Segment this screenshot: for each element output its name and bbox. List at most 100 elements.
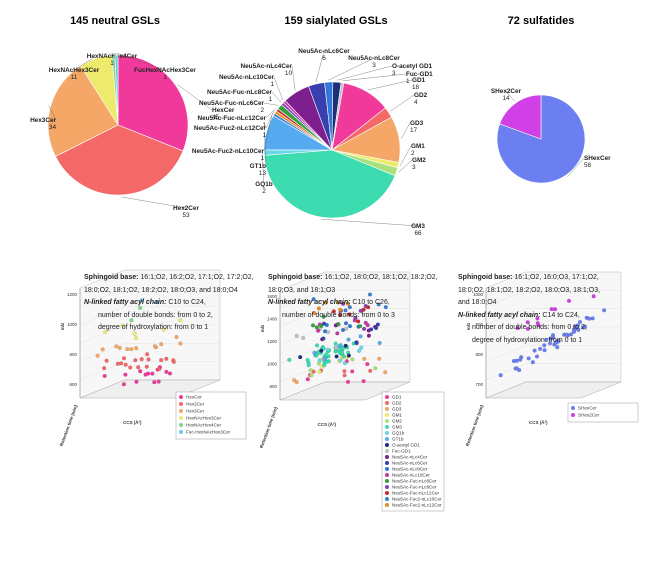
scatter-point-hexcer bbox=[152, 380, 157, 385]
scatter-point-gm2 bbox=[308, 368, 313, 373]
pie-leader-line bbox=[73, 56, 96, 71]
description-sialylated: Sphingoid base: 16:1;O2, 18:0;O2, 18:1;O… bbox=[268, 272, 446, 322]
legend-label-neu5ac-nlc8cer: Neu5Ac-nLc8Cer bbox=[392, 467, 428, 472]
pie-leader-line bbox=[505, 90, 515, 102]
pie-leader-line bbox=[265, 111, 274, 129]
scatter-point-hexnachex3cer bbox=[161, 327, 166, 332]
scatter3d-neutral: 1200 1000 800 600 m/z Retention time (min) CCS… bbox=[59, 269, 247, 447]
scatter3d-sialylated: 1600 1400 1200 1000 800 m/z Retention time (mi… bbox=[259, 271, 445, 512]
scatter-point-gd1 bbox=[305, 377, 310, 382]
pie-value-hexnachex4cer: 1 bbox=[110, 60, 114, 67]
scatter-point-gd1 bbox=[350, 369, 355, 374]
pie-label-gt1b: GT1b bbox=[250, 163, 266, 170]
scatter-point-neu5ac-fuc2-nlc12cer bbox=[312, 310, 317, 316]
legend-label-neu5ac-fuc2-nlc12cer: Neu5Ac-Fuc2-nLc12Cer bbox=[392, 503, 442, 508]
scatter-point-hexcer bbox=[102, 373, 107, 379]
scatter-point-neu5ac-fuc-nlc6cer bbox=[321, 314, 326, 319]
scatter-point-shexcer bbox=[498, 373, 503, 378]
scatter-point-hex3cer bbox=[125, 347, 130, 352]
acyl-label: N-linked fatty acyl chain: bbox=[458, 311, 541, 319]
pie-slice-gm3 bbox=[263, 149, 396, 219]
scatter-point-hexnachex4cer bbox=[129, 318, 134, 323]
sphingoid-label: Sphingoid base: bbox=[84, 274, 139, 281]
legend-label-neu5ac-nlc4cer: Neu5Ac-nLc4Cer bbox=[392, 455, 428, 460]
scatter-axis-title-mz: m/z bbox=[260, 324, 265, 332]
acyl-text: C10 to C26, bbox=[352, 299, 390, 306]
scatter-point-hex2cer bbox=[171, 359, 176, 364]
pie-leader-line bbox=[116, 52, 166, 71]
scatter-point-gd1 bbox=[365, 362, 370, 367]
scatter-point-shexcer bbox=[577, 319, 583, 325]
pie-value-gm1: 2 bbox=[411, 150, 415, 157]
scatter-point-gt1b bbox=[312, 350, 317, 355]
scatter-point-hex2cer bbox=[133, 358, 138, 363]
pie-value-hexnachex3cer: 11 bbox=[71, 74, 78, 81]
legend-label-fuc-hexnachex3cer: Fuc-HexNAcHex3Cer bbox=[186, 430, 231, 435]
legend-marker-gt1b bbox=[385, 437, 389, 441]
scatter-point-hexnachex3cer bbox=[134, 336, 139, 341]
scatter-point-gq1b bbox=[317, 358, 322, 363]
pie-leader-line bbox=[271, 91, 282, 103]
scatter-point-gd1 bbox=[345, 379, 351, 384]
pie-value-o-acetyl-gd1: 3 bbox=[392, 70, 396, 77]
scatter-point-hex2cer bbox=[159, 358, 164, 363]
legend-label-neu5ac-nlc10cer: Neu5Ac-nLc10Cer bbox=[392, 473, 430, 478]
scatter-point-neu5ac-fuc-nlc6cer bbox=[310, 323, 316, 328]
scatter-z-tick: 600 bbox=[69, 382, 77, 387]
scatter-point-shexcer bbox=[602, 308, 607, 313]
scatter-point-gm1 bbox=[317, 369, 322, 374]
legend-label-gt1b: GT1b bbox=[392, 437, 404, 442]
legend-marker-gm1 bbox=[385, 413, 389, 417]
pie-value-gd2: 4 bbox=[414, 99, 418, 106]
scatter-axis-title-mz: m/z bbox=[466, 322, 471, 330]
scatter-point-gq1b bbox=[359, 345, 364, 350]
pie-leader-line bbox=[177, 84, 213, 111]
scatter-point-neu5ac-nlc8cer bbox=[340, 327, 346, 333]
legend-label-hexcer: HexCer bbox=[186, 395, 202, 400]
pie-label-gm2: GM2 bbox=[412, 157, 426, 164]
scatter-point-hexcer bbox=[156, 379, 161, 384]
legend-label-hexnachex4cer: HexNAcHex4Cer bbox=[186, 423, 221, 428]
scatter-point-hex2cer bbox=[144, 364, 149, 369]
acyl-label: N-linked fatty acyl chain: bbox=[84, 299, 167, 306]
scatter-point-gm3 bbox=[341, 354, 346, 359]
legend-label-hexnachex3cer: HexNAcHex3Cer bbox=[186, 416, 221, 421]
pie-leader-line bbox=[315, 50, 325, 82]
pie-label-neu5ac-fuc2-nlc12cer: Neu5Ac-Fuc2-nLc12Cer bbox=[194, 125, 267, 132]
pie-leader-line bbox=[337, 65, 393, 81]
scatter-point-fuc-gd1 bbox=[301, 335, 306, 341]
pie-value-gd1: 18 bbox=[412, 84, 420, 91]
legend-marker-hex3cer bbox=[179, 409, 183, 413]
pie-label-fuc-gd1: Fuc-GD1 bbox=[406, 71, 433, 78]
legend-marker-fuc-hexnachex3cer bbox=[179, 430, 183, 434]
pie-slice-shexcer bbox=[496, 94, 586, 184]
scatter-point-neu5ac-fuc-nlc12cer bbox=[338, 312, 343, 318]
scatter-point-neu5ac-fuc-nlc8cer bbox=[341, 301, 346, 306]
scatter-point-neu5ac-nlc6cer bbox=[321, 336, 326, 341]
scatter-point-fuc-gd1 bbox=[294, 333, 299, 338]
scatter-point-neu5ac-fuc2-nlc10cer bbox=[343, 308, 348, 313]
sphingoid-text-cont: 18:0;O2, 18:1;O2, 18:2;O2, 18:0;O3, and … bbox=[84, 286, 238, 294]
acyl-text: C10 to C24, bbox=[168, 299, 206, 306]
pie-label-shexcer: SHexCer bbox=[584, 155, 611, 162]
scatter-floor bbox=[485, 381, 622, 399]
scatter-point-shexcer bbox=[554, 340, 559, 345]
pie-value-gd3: 17 bbox=[410, 127, 418, 134]
sphingoid-text-cont: 18:0;O2, 18:1;O2, 18:2;O2, 18:0;O3, 18:1… bbox=[458, 286, 601, 294]
pie-label-o-acetyl-gd1: O-acetyl GD1 bbox=[392, 63, 433, 70]
pie-leader-line bbox=[342, 73, 407, 81]
legend-marker-hexnachex4cer bbox=[179, 423, 183, 427]
scatter-point-hex2cer bbox=[146, 357, 151, 362]
scatter-point-shex2cer bbox=[515, 325, 520, 331]
scatter-point-hexcer bbox=[138, 369, 143, 374]
scatter-point-neu5ac-fuc2-nlc10cer bbox=[367, 292, 373, 297]
pie-value-fuc-gd1: 1 bbox=[406, 78, 410, 85]
scatter-grid-line bbox=[79, 288, 126, 307]
pie-label-neu5ac-fuc2-nlc10cer: Neu5Ac-Fuc2-nLc10Cer bbox=[192, 148, 265, 155]
pie-label-gm3: GM3 bbox=[411, 223, 425, 230]
pie-label-neu5ac-fuc-nlc6cer: Neu5Ac-Fuc-nLc6Cer bbox=[199, 100, 264, 107]
scatter-point-hex2cer bbox=[121, 356, 127, 361]
pie-label-gm1: GM1 bbox=[411, 143, 425, 150]
